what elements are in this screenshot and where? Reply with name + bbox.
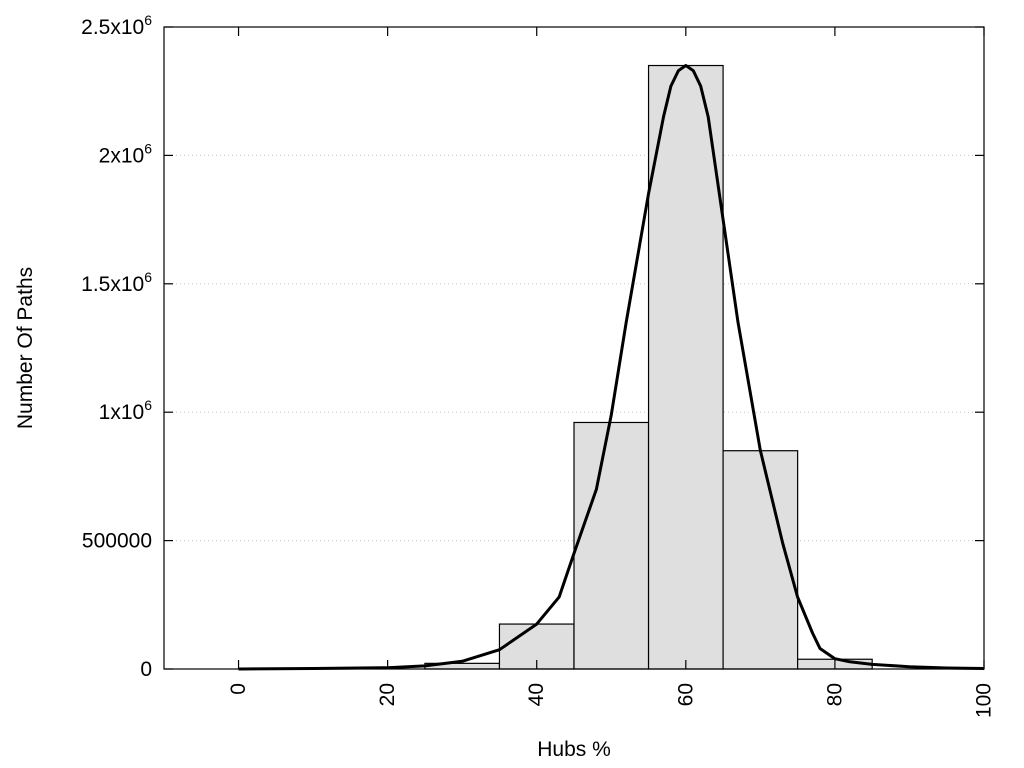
x-tick-label: 60 [674,683,697,706]
histogram-bar [647,64,724,670]
x-axis-ticks: 0 20 40 60 80 100 [227,27,996,718]
grid-lines [164,154,984,542]
x-tick-label: 20 [376,683,399,706]
y-axis-ticks: 0 500000 1x106 1.5x106 2x106 2.5x106 [81,12,984,681]
x-tick-label: 0 [227,683,250,695]
histogram-bar [573,421,650,670]
y-tick-label: 500000 [82,530,152,553]
x-tick-label: 80 [823,683,846,706]
x-tick-label: 40 [525,683,548,706]
y-tick-label: 2.5x106 [81,12,152,39]
x-tick-label: 100 [973,683,996,718]
histogram-bars [424,64,873,670]
fit-curve [238,64,985,671]
y-tick-label: 0 [140,658,152,681]
fit-curve-line [238,64,985,671]
y-tick-label: 1.5x106 [81,269,152,296]
y-tick-label: 2x106 [99,140,153,167]
plot-area-frame [163,26,985,670]
y-tick-label: 1x106 [99,397,153,424]
x-axis-label: Hubs % [537,738,611,761]
y-axis-label: Number Of Paths [14,267,37,429]
